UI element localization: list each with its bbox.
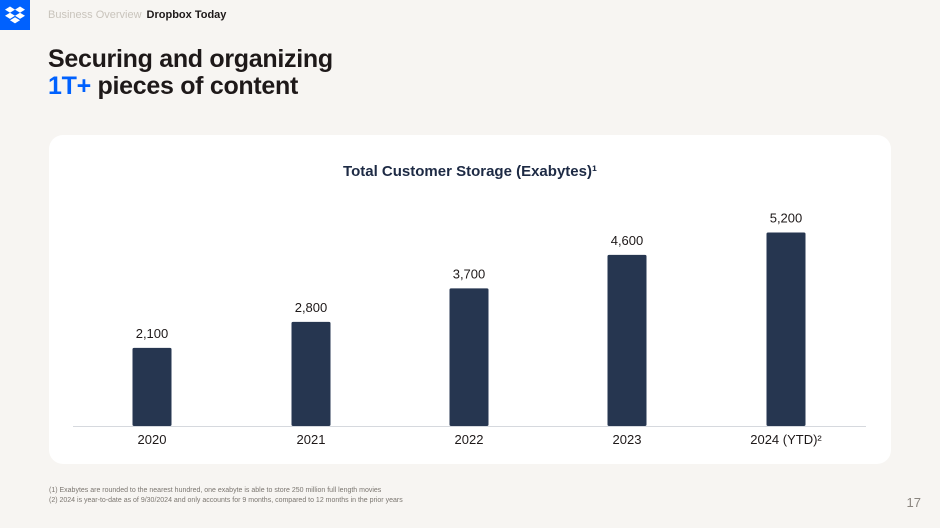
bar-4 [766, 232, 806, 426]
breadcrumb-business-overview[interactable]: Business Overview [48, 9, 142, 21]
x-tick-label-2: 2022 [455, 432, 484, 447]
page-title-line-2: 1T+ pieces of content [48, 73, 333, 100]
data-label-2: 3,700 [453, 266, 486, 281]
footnote-1: (1) Exabytes are rounded to the nearest … [49, 487, 382, 494]
x-tick-label-4: 2024 (YTD)² [750, 432, 822, 447]
chart-card: Total Customer Storage (Exabytes)¹ 2,100… [49, 135, 891, 464]
data-label-1: 2,800 [295, 300, 328, 315]
breadcrumb: Business Overview Dropbox Today [48, 8, 226, 22]
data-label-4: 5,200 [770, 211, 803, 226]
page-number: 17 [906, 495, 921, 510]
footnotes: (1) Exabytes are rounded to the nearest … [49, 486, 403, 506]
x-tick-label-3: 2023 [613, 432, 642, 447]
data-label-0: 2,100 [136, 326, 169, 341]
page-title-line-1: Securing and organizing [48, 45, 333, 73]
bar-chart: 2,100 2020 2,800 2021 3,700 2022 4,600 2023 5,20… [73, 211, 866, 447]
bar-1 [291, 321, 331, 426]
bar-3 [607, 254, 647, 426]
dropbox-logo-icon [0, 0, 30, 30]
footnote-2: (2) 2024 is year-to-date as of 9/30/2024… [49, 497, 403, 504]
x-tick-label-0: 2020 [138, 432, 167, 447]
breadcrumb-dropbox-today[interactable]: Dropbox Today [146, 9, 227, 21]
data-label-3: 4,600 [611, 233, 644, 248]
page-title-accent: 1T+ [48, 72, 91, 100]
bar-0 [132, 347, 172, 426]
chart-title: Total Customer Storage (Exabytes)¹ [343, 163, 597, 180]
x-tick-label-1: 2021 [297, 432, 326, 447]
page-title: Securing and organizing 1T+ pieces of co… [48, 46, 333, 100]
bar-2 [449, 288, 489, 426]
page-title-line-2-text: pieces of content [90, 72, 299, 100]
